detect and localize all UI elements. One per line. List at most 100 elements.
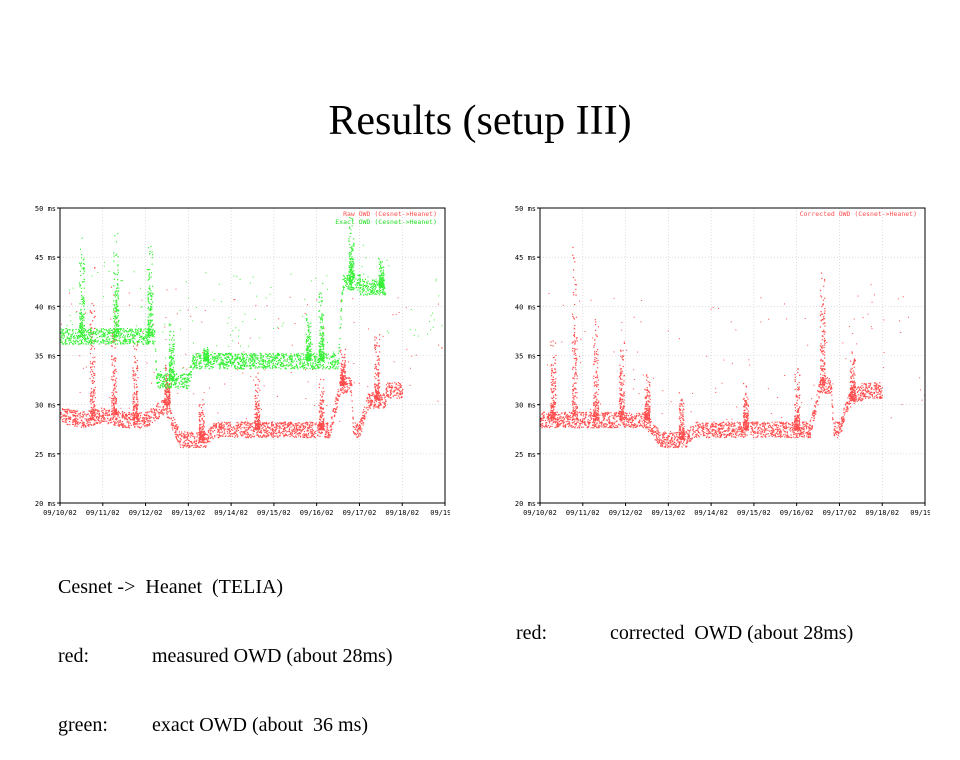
- data-point: [221, 423, 222, 424]
- data-point: [296, 437, 297, 438]
- data-point: [326, 436, 327, 437]
- data-point: [67, 424, 68, 425]
- data-point: [69, 424, 70, 425]
- data-point: [184, 386, 185, 387]
- data-point: [93, 393, 94, 394]
- data-point: [129, 331, 130, 332]
- data-point: [201, 418, 202, 419]
- data-point: [232, 436, 233, 437]
- data-point: [204, 364, 205, 365]
- data-point: [175, 387, 176, 388]
- data-point: [224, 384, 225, 385]
- data-point: [99, 336, 100, 337]
- data-point: [92, 371, 93, 372]
- data-point: [314, 405, 315, 406]
- data-point: [133, 380, 134, 381]
- data-point: [134, 392, 135, 393]
- data-point: [319, 411, 320, 412]
- data-point: [117, 421, 118, 422]
- data-point: [68, 416, 69, 417]
- data-point: [103, 415, 104, 416]
- data-point: [111, 343, 112, 344]
- data-point: [165, 383, 166, 384]
- data-point: [133, 370, 134, 371]
- data-point: [195, 360, 196, 361]
- data-point: [203, 403, 204, 404]
- data-point: [226, 365, 227, 366]
- data-point: [278, 423, 279, 424]
- data-point: [165, 408, 166, 409]
- data-point: [177, 434, 178, 435]
- data-point: [437, 401, 438, 402]
- data-point: [131, 332, 132, 333]
- data-point: [315, 359, 316, 360]
- data-point: [308, 433, 309, 434]
- data-point: [74, 415, 75, 416]
- data-point: [258, 362, 259, 363]
- data-point: [232, 430, 233, 431]
- data-point: [354, 433, 355, 434]
- data-point: [242, 373, 243, 374]
- data-point: [180, 375, 181, 376]
- data-point: [137, 330, 138, 331]
- data-point: [340, 388, 341, 389]
- data-point: [183, 445, 184, 446]
- data-point: [342, 357, 343, 358]
- data-point: [276, 427, 277, 428]
- data-point: [269, 365, 270, 366]
- data-point: [164, 394, 165, 395]
- data-point: [378, 400, 379, 401]
- data-point: [312, 364, 313, 365]
- data-point: [204, 426, 205, 427]
- data-point: [386, 389, 387, 390]
- data-point: [178, 376, 179, 377]
- data-point: [124, 341, 125, 342]
- data-point: [257, 428, 258, 429]
- data-point: [379, 334, 380, 335]
- data-point: [137, 333, 138, 334]
- data-point: [367, 386, 368, 387]
- data-point: [61, 339, 62, 340]
- data-point: [312, 432, 313, 433]
- data-point: [271, 425, 272, 426]
- data-point: [137, 401, 138, 402]
- data-point: [315, 431, 316, 432]
- data-point: [93, 333, 94, 334]
- data-point: [209, 387, 210, 388]
- data-point: [244, 422, 245, 423]
- data-point: [270, 429, 271, 430]
- data-point: [154, 409, 155, 410]
- data-point: [261, 432, 262, 433]
- data-point: [132, 415, 133, 416]
- data-point: [292, 345, 293, 346]
- data-point: [146, 343, 147, 344]
- data-point: [325, 434, 326, 435]
- data-point: [171, 383, 172, 384]
- data-point: [361, 423, 362, 424]
- data-point: [333, 411, 334, 412]
- data-point: [322, 409, 323, 410]
- data-point: [94, 410, 95, 411]
- data-point: [174, 419, 175, 420]
- data-point: [262, 367, 263, 368]
- data-point: [317, 435, 318, 436]
- data-point: [226, 364, 227, 365]
- data-point: [206, 366, 207, 367]
- data-point: [208, 430, 209, 431]
- data-point: [247, 434, 248, 435]
- data-point: [396, 394, 397, 395]
- data-point: [221, 429, 222, 430]
- data-point: [202, 429, 203, 430]
- data-point: [312, 424, 313, 425]
- data-point: [92, 397, 93, 398]
- data-point: [281, 355, 282, 356]
- data-point: [280, 426, 281, 427]
- data-point: [216, 423, 217, 424]
- data-point: [320, 419, 321, 420]
- data-point: [101, 422, 102, 423]
- data-point: [64, 336, 65, 337]
- data-point: [266, 305, 267, 306]
- data-point: [229, 435, 230, 436]
- data-point: [176, 373, 177, 374]
- data-point: [357, 437, 358, 438]
